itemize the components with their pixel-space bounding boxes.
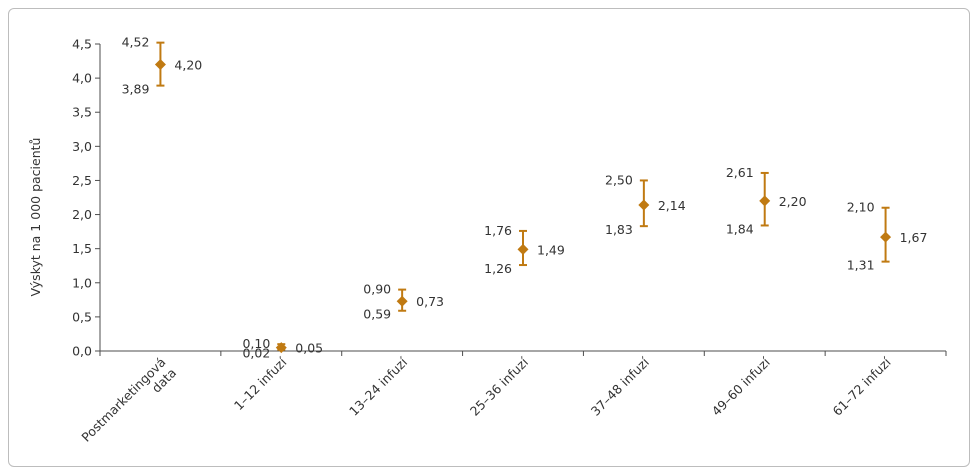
- y-tick-label: 2,0: [72, 207, 92, 222]
- y-tick-label: 2,5: [72, 173, 92, 188]
- data-point-marker: [517, 243, 529, 255]
- x-category-label: 13–24 infuzí: [346, 354, 411, 419]
- upper-bound-label: 2,50: [605, 172, 633, 187]
- value-label: 1,49: [537, 242, 565, 257]
- x-category-label-line: 25–36 infuzí: [467, 354, 532, 419]
- x-category-label-line: 13–24 infuzí: [346, 354, 411, 419]
- lower-bound-label: 1,84: [726, 221, 754, 236]
- data-point-marker: [396, 295, 408, 307]
- y-tick-label: 4,5: [72, 37, 92, 52]
- y-tick-label: 3,0: [72, 139, 92, 154]
- y-tick-label: 3,5: [72, 105, 92, 120]
- y-tick-label: 1,0: [72, 275, 92, 290]
- x-category-label-line: 49–60 infuzí: [709, 354, 774, 419]
- data-point-marker: [880, 231, 892, 243]
- upper-bound-label: 4,52: [122, 35, 150, 50]
- y-tick-label: 0,5: [72, 309, 92, 324]
- upper-bound-label: 0,90: [363, 282, 391, 297]
- value-label: 1,67: [900, 230, 928, 245]
- data-point-marker: [759, 195, 771, 207]
- x-category-label-line: 37–48 infuzí: [588, 354, 653, 419]
- lower-bound-label: 1,26: [484, 261, 512, 276]
- y-tick-label: 4,0: [72, 71, 92, 86]
- lower-bound-label: 0,59: [363, 307, 391, 322]
- x-category-label-line: 1–12 infuzí: [231, 354, 290, 413]
- data-marks: 4,20 4,52 3,89 0,05 0,100,02 0,73 0,90 0,59 1,49…: [122, 35, 928, 361]
- y-axis-title: Výskyt na 1 000 pacientů: [28, 138, 43, 297]
- data-point-marker: [275, 342, 287, 354]
- chart-frame: [8, 8, 970, 467]
- data-point-marker: [154, 58, 166, 70]
- x-category-label: 49–60 infuzí: [709, 354, 774, 419]
- x-category-label: 1–12 infuzí: [231, 354, 290, 413]
- upper-bound-label: 1,76: [484, 223, 512, 238]
- y-tick-label: 0,0: [72, 344, 92, 359]
- lower-bound-label: 1,83: [605, 222, 633, 237]
- upper-bound-label: 0,10: [242, 336, 270, 351]
- lower-bound-label: 0,02: [242, 346, 270, 361]
- x-category-label-line: Postmarketingová: [78, 355, 168, 445]
- value-label: 0,73: [416, 294, 444, 309]
- x-category-label-line: 61–72 infuzí: [829, 354, 894, 419]
- x-category-label: 61–72 infuzí: [829, 354, 894, 419]
- upper-bound-label: 2,61: [726, 165, 754, 180]
- lower-bound-label: 3,89: [122, 82, 150, 97]
- x-category-label: 37–48 infuzí: [588, 354, 653, 419]
- x-category-label: 25–36 infuzí: [467, 354, 532, 419]
- value-label: 0,05: [295, 341, 323, 356]
- value-label: 2,20: [779, 194, 807, 209]
- data-point-marker: [638, 199, 650, 211]
- value-label: 4,20: [174, 57, 202, 72]
- upper-bound-label: 2,10: [847, 200, 875, 215]
- value-label: 2,14: [658, 198, 686, 213]
- lower-bound-label: 1,31: [847, 258, 875, 273]
- y-axis: 0,0 0,5 1,0 1,5 2,0 2,5 3,0 3,5 4,0 4,5: [72, 37, 101, 359]
- y-tick-label: 1,5: [72, 241, 92, 256]
